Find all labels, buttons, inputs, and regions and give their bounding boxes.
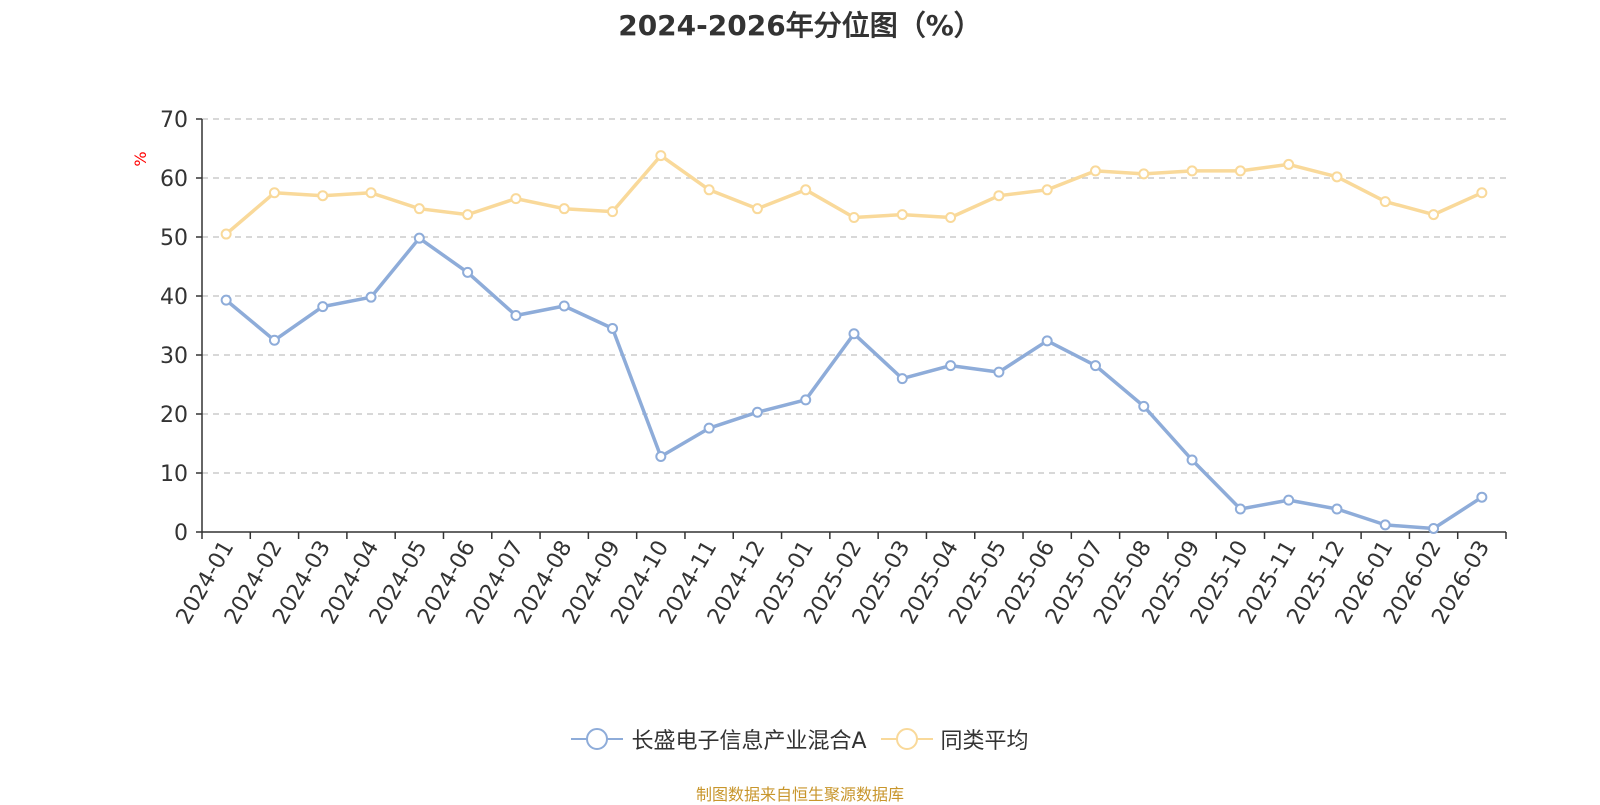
data-point	[558, 203, 570, 215]
data-point	[220, 228, 232, 240]
data-point	[655, 450, 667, 462]
data-point	[993, 366, 1005, 378]
data-point	[365, 291, 377, 303]
data-point	[462, 266, 474, 278]
data-point	[993, 190, 1005, 202]
data-point	[703, 422, 715, 434]
data-point	[751, 406, 763, 418]
legend-label-fund: 长盛电子信息产业混合A	[631, 729, 867, 754]
data-point	[1186, 454, 1198, 466]
data-point	[1379, 196, 1391, 208]
data-point	[1138, 168, 1150, 180]
y-tick-label: 40	[160, 285, 188, 310]
y-tick-label: 60	[160, 167, 188, 192]
y-tick-label: 20	[160, 403, 188, 428]
data-point	[510, 309, 522, 321]
series	[220, 150, 1488, 534]
data-point	[1283, 158, 1295, 170]
data-point	[1428, 522, 1440, 534]
data-point	[1476, 491, 1488, 503]
data-point	[1041, 335, 1053, 347]
data-point	[1186, 165, 1198, 177]
data-point	[945, 360, 957, 372]
legend: 长盛电子信息产业混合A 同类平均	[0, 723, 1600, 755]
data-point	[1041, 184, 1053, 196]
data-point	[848, 328, 860, 340]
data-point	[703, 184, 715, 196]
data-point	[800, 184, 812, 196]
series-1	[220, 150, 1488, 240]
source-note: 制图数据来自恒生聚源数据库	[695, 785, 904, 804]
series-0	[220, 232, 1488, 534]
data-point	[558, 300, 570, 312]
data-point	[413, 203, 425, 215]
y-axis-label: %	[131, 151, 150, 166]
axes: 010203040506070%2024-012024-022024-03202…	[131, 108, 1507, 629]
data-point	[317, 190, 329, 202]
legend-marker-peer-average	[880, 728, 933, 750]
data-point	[268, 187, 280, 199]
y-tick-label: 50	[160, 226, 188, 251]
series-line	[224, 236, 1484, 531]
data-point	[896, 373, 908, 385]
data-point	[413, 232, 425, 244]
data-point	[317, 301, 329, 313]
data-point	[607, 206, 619, 218]
data-point	[1089, 360, 1101, 372]
data-point	[800, 394, 812, 406]
data-point	[945, 212, 957, 224]
data-point	[1089, 165, 1101, 177]
data-point	[1428, 209, 1440, 221]
data-point	[1331, 503, 1343, 515]
data-point	[655, 150, 667, 162]
legend-marker-fund	[571, 728, 624, 750]
y-tick-label: 10	[160, 462, 188, 487]
data-point	[365, 187, 377, 199]
data-point	[607, 322, 619, 334]
data-point	[1379, 519, 1391, 531]
data-point	[1234, 165, 1246, 177]
data-point	[220, 294, 232, 306]
data-point	[1331, 171, 1343, 183]
legend-item-peer-average[interactable]: 同类平均	[880, 723, 1029, 755]
data-point	[1476, 187, 1488, 199]
data-point	[896, 209, 908, 221]
data-point	[268, 334, 280, 346]
data-point	[462, 209, 474, 221]
gridlines	[202, 118, 1506, 474]
data-point	[751, 203, 763, 215]
legend-item-fund[interactable]: 长盛电子信息产业混合A	[571, 723, 867, 755]
data-point	[848, 212, 860, 224]
y-tick-label: 30	[160, 344, 188, 369]
data-point	[1234, 503, 1246, 515]
data-point	[1138, 400, 1150, 412]
chart-title: 2024-2026年分位图（%）	[618, 9, 982, 42]
y-tick-label: 70	[160, 108, 188, 133]
data-point	[510, 193, 522, 205]
y-tick-label: 0	[174, 521, 188, 546]
legend-label-peer-average: 同类平均	[940, 729, 1029, 754]
data-point	[1283, 494, 1295, 506]
